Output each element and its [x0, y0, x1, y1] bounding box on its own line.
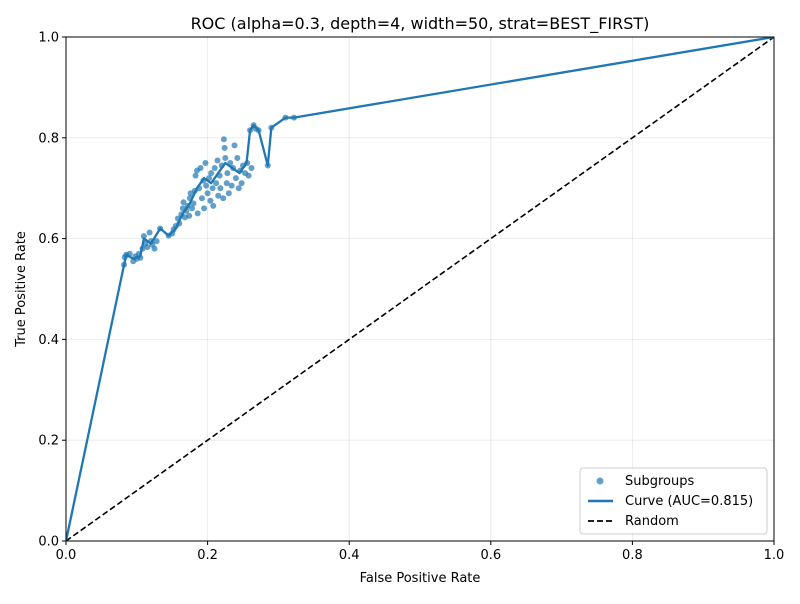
subgroup-point: [144, 244, 151, 251]
plot-frame: [65, 36, 775, 542]
subgroup-point: [153, 238, 160, 245]
subgroup-point: [197, 165, 204, 172]
subgroup-point: [222, 154, 229, 161]
subgroup-point: [248, 165, 255, 172]
subgroup-point: [121, 261, 128, 268]
subgroup-point: [237, 167, 244, 174]
y-tick-label: 0.0: [38, 535, 59, 550]
subgroup-point: [225, 190, 232, 197]
subgroup-point: [282, 114, 289, 121]
y-tick-label: 0.8: [38, 131, 59, 146]
chart-title: ROC (alpha=0.3, depth=4, width=50, strat…: [191, 14, 650, 34]
y-tick-label: 0.2: [38, 434, 59, 449]
subgroup-point: [204, 190, 211, 197]
random-line-layer: [66, 37, 774, 541]
legend: Subgroups Curve (AUC=0.815) Random: [579, 467, 768, 535]
axis-ticks: 0.0 0.2 0.4 0.6 0.8 1.0 0.0 0.2 0.4 0.6 0.8 1.0: [38, 31, 784, 564]
legend-marker-subgroups: [596, 477, 604, 485]
subgroup-point: [268, 124, 275, 131]
y-tick-label: 1.0: [38, 31, 59, 46]
subgroup-point: [146, 229, 153, 236]
x-tick-label: 1.0: [764, 548, 785, 563]
y-tick-label: 0.6: [38, 232, 59, 247]
subgroup-point: [189, 205, 196, 212]
subgroup-point: [218, 162, 225, 169]
x-tick-label: 0.2: [197, 548, 218, 563]
subgroup-point: [220, 195, 227, 202]
subgroup-point: [201, 205, 208, 212]
subgroup-point: [255, 127, 262, 134]
subgroup-point: [221, 144, 228, 151]
subgroup-point: [213, 180, 220, 187]
subgroup-point: [206, 175, 213, 182]
y-tick-label: 0.4: [38, 333, 59, 348]
subgroup-point: [209, 185, 216, 192]
subgroup-point: [186, 195, 193, 202]
subgroup-point: [186, 212, 193, 219]
subgroup-point: [194, 210, 201, 217]
subgroup-point: [151, 245, 158, 252]
x-axis-label: False Positive Rate: [360, 571, 481, 586]
subgroup-point: [224, 170, 231, 177]
subgroup-point: [174, 215, 181, 222]
subgroup-point: [247, 127, 254, 134]
subgroup-point: [210, 202, 217, 209]
subgroup-point: [139, 245, 146, 252]
subgroup-point: [223, 180, 230, 187]
subgroup-point: [228, 182, 235, 189]
y-axis-label: True Positive Rate: [14, 231, 29, 348]
subgroup-point: [208, 170, 215, 177]
subgroup-point: [180, 199, 187, 206]
subgroup-point: [200, 177, 207, 184]
legend-label-curve: Curve (AUC=0.815): [625, 494, 753, 509]
subgroup-point: [198, 195, 205, 202]
subgroup-point: [220, 136, 227, 143]
subgroup-point: [232, 175, 239, 182]
x-tick-label: 0.0: [56, 548, 77, 563]
subgroup-point: [214, 157, 221, 164]
subgroup-point: [235, 185, 242, 192]
subgroup-points-layer: [121, 114, 297, 268]
legend-label-random: Random: [625, 514, 679, 529]
subgroup-point: [238, 180, 245, 187]
legend-box: [579, 467, 768, 535]
subgroup-point: [264, 162, 271, 169]
subgroup-point: [157, 225, 164, 232]
legend-label-subgroups: Subgroups: [625, 474, 694, 489]
subgroup-point: [207, 197, 214, 204]
subgroup-point: [140, 233, 147, 240]
subgroup-point: [190, 200, 197, 207]
subgroup-point: [203, 182, 210, 189]
subgroup-point: [227, 160, 234, 166]
subgroup-point: [245, 172, 252, 179]
random-line: [66, 37, 774, 541]
subgroup-point: [137, 254, 144, 261]
subgroup-point: [192, 172, 199, 179]
subgroup-point: [217, 185, 224, 192]
subgroup-point: [216, 172, 223, 179]
subgroup-point: [202, 160, 209, 166]
subgroup-point: [230, 165, 237, 172]
x-tick-label: 0.8: [622, 548, 643, 563]
subgroup-point: [183, 207, 190, 214]
subgroup-point: [231, 142, 238, 149]
x-tick-label: 0.6: [480, 548, 501, 563]
subgroup-point: [244, 160, 251, 166]
subgroup-point: [196, 185, 203, 192]
subgroup-point: [215, 192, 222, 199]
x-tick-label: 0.4: [339, 548, 360, 563]
subgroup-point: [211, 165, 218, 172]
subgroup-point: [234, 154, 241, 161]
subgroup-point: [126, 250, 133, 257]
subgroup-point: [290, 114, 297, 121]
subgroup-point: [176, 220, 183, 227]
